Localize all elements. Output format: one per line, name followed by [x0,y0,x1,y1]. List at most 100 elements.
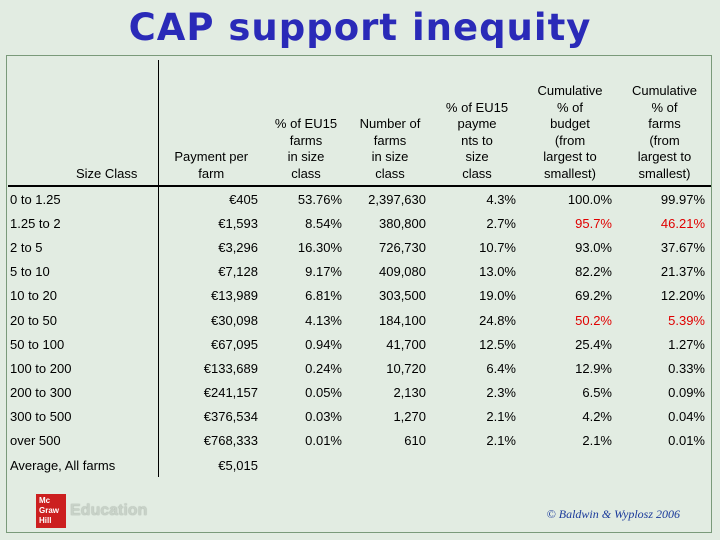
number-farms-cell: 10,720 [386,360,426,376]
table-row: over 500 €768,333 0.01% 610 2.1% 2.1% 0.01% [8,428,711,454]
size-class-cell: 200 to 300 [10,385,72,401]
size-class-cell: 20 to 50 [10,312,57,328]
pct-payments-cell: 2.1% [486,433,516,449]
size-class-cell: 50 to 100 [10,336,65,352]
size-class-cell: 5 to 10 [10,264,50,280]
payment-cell: €13,989 [157,283,264,308]
cum-farms-cell: 99.97% [660,191,705,207]
header-payment-per-farm: Payment per farm [157,60,264,186]
cum-farms-cell: 37.67% [660,239,705,255]
page-title: CAP support inequity [128,6,592,49]
pct-farms-cell: 0.01% [305,433,342,449]
size-class-cell: 10 to 20 [10,288,57,304]
publisher-logo: Mc Graw Hill Education [36,494,147,528]
payment-cell: €1,593 [157,211,264,236]
pct-farms-cell: 0.94% [305,336,342,352]
pct-payments-cell: 19.0% [479,288,516,304]
cum-farms-cell: 1.27% [668,336,705,352]
pct-payments-cell: 12.5% [479,336,516,352]
pct-payments-cell [432,453,522,477]
size-class-cell: 300 to 500 [10,409,72,425]
size-class-cell: Average, All farms [10,457,116,473]
header-size-class: Size Class [76,165,138,181]
size-class-cell: 2 to 5 [10,239,43,255]
pct-farms-cell: 0.05% [305,385,342,401]
table-row: 50 to 100 €67,095 0.94% 41,700 12.5% 25.4% 1.2… [8,332,711,357]
payment-cell: €241,157 [157,380,264,405]
payment-cell: €133,689 [157,356,264,381]
pct-farms-cell: 8.54% [305,215,342,231]
table-row: Average, All farms €5,015 [8,453,711,478]
cum-budget-cell: 69.2% [575,288,612,304]
number-farms-cell: 1,270 [393,409,426,425]
pct-payments-cell: 2.3% [486,385,516,401]
number-farms-cell: 380,800 [379,215,426,231]
payment-cell: €376,534 [157,404,264,429]
pct-payments-cell: 13.0% [479,264,516,280]
cum-farms-cell: 0.04% [668,409,705,425]
number-farms-cell [348,453,432,477]
pct-farms-cell: 16.30% [297,239,342,255]
pct-payments-cell: 6.4% [486,360,516,376]
cum-budget-cell: 2.1% [582,433,612,449]
table-row: 1.25 to 2 €1,593 8.54% 380,800 2.7% 95.7% 46.2… [8,211,711,236]
table-row: 20 to 50 €30,098 4.13% 184,100 24.8% 50.2% 5.3… [8,307,711,333]
pct-farms-cell: 0.24% [305,360,342,376]
header-cum-farms: Cumulative% of farms (from largest to smalle… [631,83,698,181]
table-row: 2 to 5 €3,296 16.30% 726,730 10.7% 93.0% 37.67… [8,235,711,260]
number-farms-cell: 41,700 [386,336,426,352]
number-farms-cell: 184,100 [379,312,426,328]
copyright-notice: © Baldwin & Wyplosz 2006 [546,507,680,521]
table-row: 5 to 10 €7,128 9.17% 409,080 13.0% 82.2% 21.37… [8,259,711,284]
payment-cell: €5,015 [157,453,264,478]
logo-mark: Mc Graw Hill [36,494,66,528]
cum-budget-cell [522,453,618,477]
cum-budget-cell: 6.5% [582,385,612,401]
header-pct-farms: % of EU15 farms in size class [274,116,338,181]
table-row: 100 to 200 €133,689 0.24% 10,720 6.4% 12.9% 0.… [8,356,711,381]
cum-farms-cell: 12.20% [660,288,705,304]
pct-payments-cell: 4.3% [486,191,516,207]
payment-cell: €67,095 [157,332,264,357]
header-cum-budget: Cumulative% of budget (from largest to small… [537,83,603,181]
cum-budget-cell: 4.2% [582,409,612,425]
table-row: 10 to 20 €13,989 6.81% 303,500 19.0% 69.2% 12.… [8,283,711,308]
pct-farms-cell [264,453,348,477]
pct-farms-cell: 0.03% [305,409,342,425]
cum-farms-cell: 21.37% [660,264,705,280]
payment-cell: €405 [157,186,264,212]
header-number-farms: Number of farms in size class [359,116,421,181]
number-farms-cell: 303,500 [379,288,426,304]
cum-budget-cell: 93.0% [575,239,612,255]
logo-text: Education [70,502,148,519]
header-pct-payments: % of EU15 payme nts to size class [445,99,509,181]
cum-farms-cell: 5.39% [668,312,705,328]
pct-payments-cell: 10.7% [479,239,516,255]
cum-budget-cell: 50.2% [575,312,612,328]
cum-budget-cell: 95.7% [575,215,612,231]
pct-farms-cell: 53.76% [297,191,342,207]
cum-farms-cell: 0.09% [668,385,705,401]
table-row: 0 to 1.25 €405 53.76% 2,397,630 4.3% 100.0% 99… [8,186,711,212]
pct-payments-cell: 24.8% [479,312,516,328]
number-farms-cell: 409,080 [379,264,426,280]
cum-farms-cell: 46.21% [660,215,705,231]
pct-payments-cell: 2.7% [486,215,516,231]
payment-cell: €30,098 [157,307,264,333]
pct-farms-cell: 6.81% [305,288,342,304]
number-farms-cell: 610 [404,433,426,449]
number-farms-cell: 2,397,630 [368,191,426,207]
cum-budget-cell: 82.2% [575,264,612,280]
size-class-cell: 100 to 200 [10,360,72,376]
table-frame [6,55,712,533]
cum-farms-cell: 0.01% [668,433,705,449]
pct-farms-cell: 4.13% [305,312,342,328]
table-row: 200 to 300 €241,157 0.05% 2,130 2.3% 6.5% 0.09… [8,380,711,405]
table-row: 300 to 500 €376,534 0.03% 1,270 2.1% 4.2% 0.04… [8,404,711,429]
table-body: 0 to 1.25 €405 53.76% 2,397,630 4.3% 100.0% 99… [8,186,711,478]
cum-farms-cell: 0.33% [668,360,705,376]
cum-budget-cell: 25.4% [575,336,612,352]
payment-cell: €7,128 [157,259,264,284]
size-class-cell: 1.25 to 2 [10,215,61,231]
size-class-cell: 0 to 1.25 [10,191,61,207]
